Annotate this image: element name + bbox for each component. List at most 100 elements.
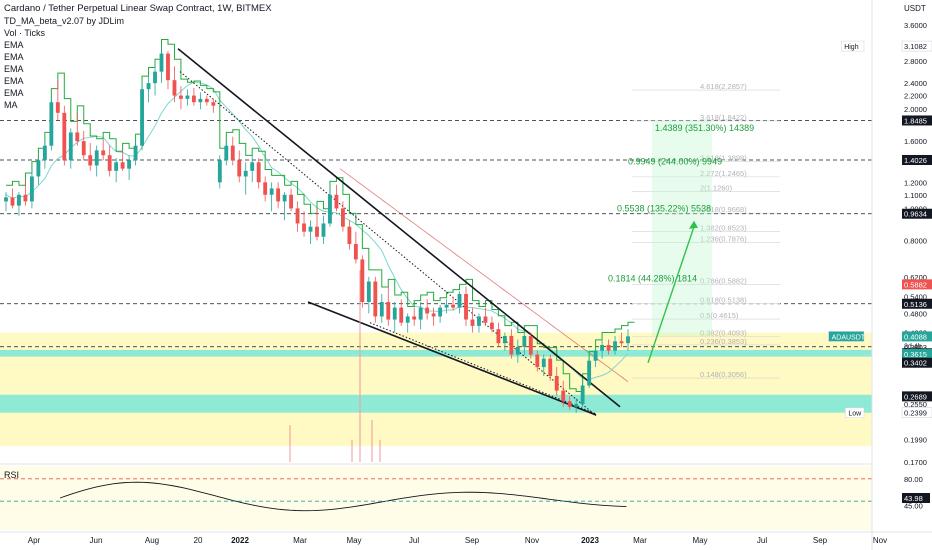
y-tick-19: 0.2550 (904, 400, 927, 409)
candle-body-4 (29, 176, 34, 202)
price-tag-box-4 (902, 279, 932, 290)
candle-body-3 (23, 194, 28, 202)
candle-body-50 (328, 194, 332, 224)
price-tag-box-3 (902, 208, 932, 219)
target-label-0: 1.4389 (351.30%) 14389 (655, 123, 754, 133)
candle-body-7 (49, 102, 54, 146)
price-tag-label-6: ADAUSDT (832, 334, 866, 341)
fib-label-3: 2.272(1.2465) (700, 169, 747, 178)
x-tick-5: Mar (293, 536, 307, 545)
candle-body-69 (451, 304, 455, 308)
candle-body-17 (114, 162, 119, 171)
support-zone-lower (0, 394, 872, 413)
price-tag-label-box-6 (828, 331, 865, 342)
price-tag-value-0: 3.1082 (904, 42, 927, 51)
fib-label-6: 1.382(0.8523) (700, 223, 747, 232)
price-tag-label-box-0 (840, 40, 865, 52)
rsi-current-box (902, 493, 930, 503)
candle-body-28 (185, 95, 190, 99)
price-tag-box-8 (902, 349, 932, 360)
candle-body-44 (289, 194, 294, 209)
candle-body-42 (276, 188, 281, 202)
candle-body-91 (593, 350, 598, 361)
price-tag-value-1: 1.8485 (904, 116, 927, 125)
candle-body-57 (373, 281, 378, 317)
wedge-dotted-line (179, 71, 597, 417)
y-tick-11: 0.8000 (904, 236, 927, 245)
indicator-name: TD_MA_beta_v2.07 by JDLim (4, 16, 125, 26)
y-tick-4: 2.2000 (904, 92, 927, 101)
y-tick-8: 1.2000 (904, 178, 927, 187)
candle-body-19 (127, 160, 132, 169)
candle-body-68 (444, 304, 449, 308)
x-tick-12: May (692, 536, 707, 545)
projection-arrowhead (689, 220, 698, 229)
candle-body-58 (379, 301, 384, 317)
candle-body-63 (412, 316, 417, 320)
ema-long-line (339, 168, 629, 382)
fib-label-12: 0.236(0.3853) (700, 337, 747, 346)
candle-body-47 (308, 226, 313, 232)
candle-body-72 (470, 319, 475, 326)
x-tick-9: Nov (525, 536, 539, 545)
candle-body-73 (477, 316, 481, 326)
wedge-lower-line (307, 301, 597, 416)
candle-body-84 (548, 358, 553, 377)
candle-body-11 (75, 132, 80, 142)
candle-body-35 (230, 145, 235, 161)
x-tick-7: Jul (409, 536, 419, 545)
volume-label: Vol · Ticks (4, 28, 46, 38)
rsi-axis-value-2: 45.00 (904, 502, 923, 511)
price-tag-value-9: 0.3402 (904, 359, 927, 368)
candle-body-18 (120, 162, 125, 169)
fib-label-11: 0.382(0.4093) (700, 328, 747, 337)
candle-body-0 (4, 197, 8, 202)
candle-body-77 (502, 336, 507, 344)
price-tag-value-2: 1.4026 (904, 156, 927, 165)
y-tick-2: 2.8000 (904, 57, 927, 66)
x-tick-2: Aug (145, 536, 159, 545)
price-tag-box-1 (902, 115, 932, 126)
candle-body-37 (243, 170, 248, 177)
candle-body-60 (392, 307, 397, 320)
ema-label-5: EMA (4, 88, 24, 98)
wedge-lower-dotted (369, 322, 597, 415)
candle-body-89 (580, 385, 585, 404)
candle-body-62 (405, 316, 410, 323)
candle-body-25 (166, 53, 170, 81)
x-tick-4: 2022 (231, 536, 249, 545)
y-tick-9: 1.1000 (904, 191, 927, 200)
candle-body-82 (535, 354, 540, 368)
candle-body-56 (366, 281, 371, 302)
candle-body-71 (464, 293, 468, 320)
x-tick-6: May (346, 536, 361, 545)
rsi-axis-value-0: 80.00 (904, 475, 923, 484)
candle-body-34 (224, 145, 229, 161)
fib-label-1: 3.618(1.8422) (700, 113, 747, 122)
y-tick-16: 0.3803 (904, 343, 927, 352)
projection-box (652, 120, 712, 337)
candle-body-40 (263, 182, 268, 195)
price-tag-extra-6: 2d 4h (904, 343, 922, 350)
candle-body-61 (399, 307, 404, 323)
price-tag-box-0 (901, 40, 932, 52)
candle-body-2 (17, 194, 21, 206)
candle-body-95 (619, 341, 624, 344)
candle-body-67 (438, 307, 443, 317)
y-tick-22: 0.1700 (904, 458, 927, 467)
y-tick-5: 2.0000 (904, 105, 927, 114)
candle-body-53 (347, 226, 352, 244)
candle-body-22 (146, 83, 151, 90)
rsi-line (59, 481, 627, 512)
candle-body-90 (587, 360, 592, 386)
fib-label-8: 0.786(0.5882) (700, 276, 747, 285)
fib-label-4: 2(1.1260) (700, 183, 733, 192)
fib-label-13: 0.148(0.3056) (700, 370, 747, 379)
x-tick-14: Sep (813, 536, 828, 545)
candle-body-94 (613, 341, 617, 351)
x-tick-8: Sep (465, 536, 480, 545)
candle-body-81 (528, 336, 533, 355)
candle-body-31 (204, 98, 209, 103)
price-tag-box-6 (902, 331, 932, 342)
